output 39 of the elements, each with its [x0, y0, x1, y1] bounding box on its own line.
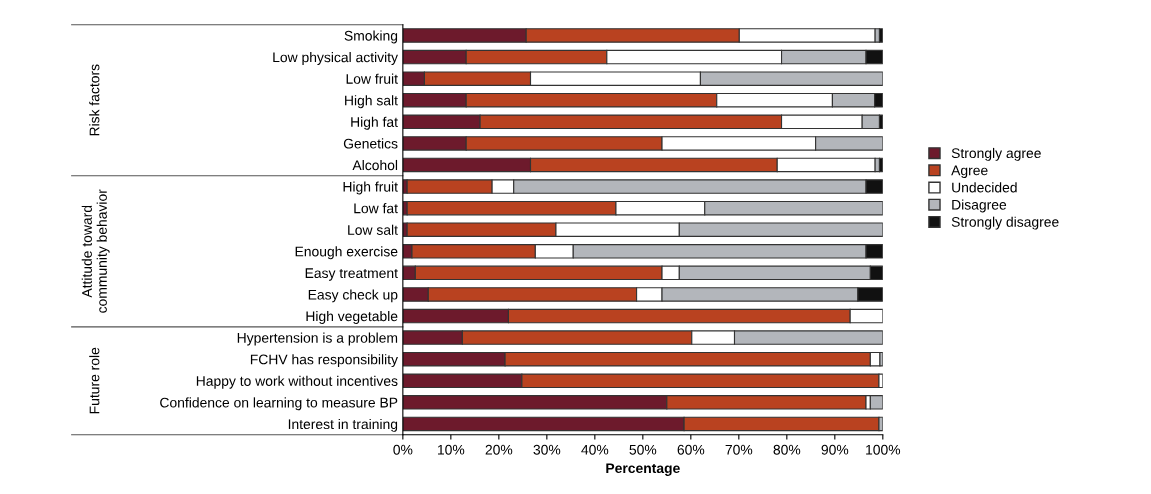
y-tick-label: Enough exercise [295, 246, 398, 260]
y-tick-label: Low physical activity [273, 52, 398, 65]
y-tick-label: Genetics [343, 138, 398, 149]
x-tick-label: 20% [485, 444, 513, 455]
y-tick-label: High fat [351, 116, 398, 130]
x-tick-label: 60% [677, 444, 705, 455]
x-tick-label: 90% [821, 444, 849, 455]
legend-label: Strongly agree [951, 147, 1041, 161]
x-axis-title: Percentage [606, 463, 680, 476]
text: Risk factors [89, 64, 100, 136]
text: Attitude toward community behavior [81, 189, 110, 313]
y-tick-label: High salt [345, 95, 398, 109]
y-tick-label: Easy check up [308, 289, 398, 303]
y-tick-label: Interest in training [288, 418, 398, 432]
x-tick-label: 30% [533, 444, 561, 455]
legend-label: Agree [951, 165, 988, 179]
legend-label: Undecided [952, 182, 1017, 193]
x-tick-label: 10% [438, 444, 465, 455]
x-tick-label: 80% [773, 444, 801, 455]
x-tick-label: 50% [629, 444, 657, 455]
text: Future role [89, 347, 100, 414]
y-tick-label: Happy to work without incentives [196, 375, 398, 389]
y-tick-label: Easy treatment [305, 268, 398, 281]
y-tick-label: Hypertension is a problem [237, 332, 398, 346]
legend-label: Strongly disagree [951, 216, 1059, 230]
y-tick-label: Alcohol [352, 159, 398, 171]
y-tick-label: Low fruit [346, 73, 398, 84]
y-tick-label: High vegetable [306, 311, 398, 324]
y-tick-label: Confidence on learning to measure BP [160, 397, 398, 411]
y-tick-label: FCHV has responsibility [250, 354, 398, 368]
y-tick-label: Low salt [348, 224, 398, 235]
legend-label: Disagree [952, 199, 1007, 213]
x-tick-label: 70% [725, 444, 753, 455]
x-tick-label: 100% [866, 444, 901, 455]
y-tick-label: Low fat [354, 203, 398, 214]
x-tick-label: 40% [581, 444, 609, 455]
x-tick-label: 0% [393, 444, 413, 455]
y-tick-label: High fruit [343, 181, 398, 195]
y-tick-label: Smoking [344, 30, 398, 44]
